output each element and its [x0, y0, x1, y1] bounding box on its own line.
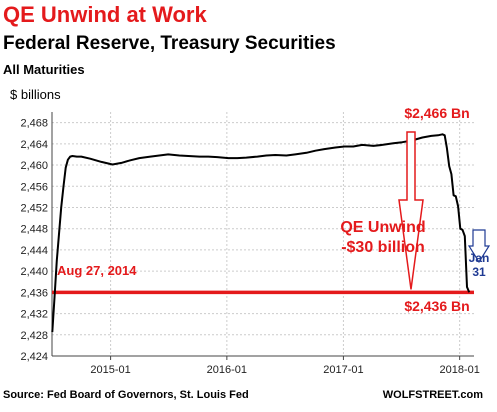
jan-arrow	[467, 229, 491, 264]
x-tick-label: 2016-01	[207, 364, 247, 376]
unwind-arrow	[398, 131, 424, 290]
y-tick-label: 2,448	[20, 224, 48, 236]
x-tick-label: 2017-01	[323, 364, 363, 376]
jan-day-label: 31	[472, 265, 486, 279]
series-line	[51, 133, 471, 333]
y-tick-label: 2,432	[20, 309, 48, 321]
y-tick-label: 2,424	[20, 351, 48, 363]
y-tick-label: 2,468	[20, 118, 48, 130]
y-tick-label: 2,452	[20, 202, 48, 214]
y-axis-label: $ billions	[10, 87, 61, 102]
y-tick-label: 2,440	[20, 266, 48, 278]
chart-title: QE Unwind at Work	[3, 2, 207, 27]
start-date-label: Aug 27, 2014	[57, 263, 137, 278]
source-note: Source: Fed Board of Governors, St. Loui…	[3, 389, 249, 401]
x-tick-label: 2015-01	[90, 364, 130, 376]
y-tick-label: 2,444	[20, 245, 48, 257]
chart-subtitle: Federal Reserve, Treasury Securities	[3, 33, 336, 54]
jan-label: Jan	[469, 251, 490, 265]
unwind-amount-label: -$30 billion	[341, 239, 425, 256]
y-tick-label: 2,464	[20, 139, 48, 151]
peak-label: $2,466 Bn	[404, 105, 469, 121]
unwind-label: QE Unwind	[340, 219, 425, 236]
trough-label: $2,436 Bn	[404, 298, 469, 314]
y-tick-label: 2,428	[20, 330, 48, 342]
y-tick-label: 2,436	[20, 287, 48, 299]
y-tick-label: 2,456	[20, 181, 48, 193]
x-tick-label: 2018-01	[439, 364, 479, 376]
y-tick-label: 2,460	[20, 160, 48, 172]
chart-subsubtitle: All Maturities	[3, 62, 85, 77]
brand-label: WOLFSTREET.com	[382, 389, 483, 401]
